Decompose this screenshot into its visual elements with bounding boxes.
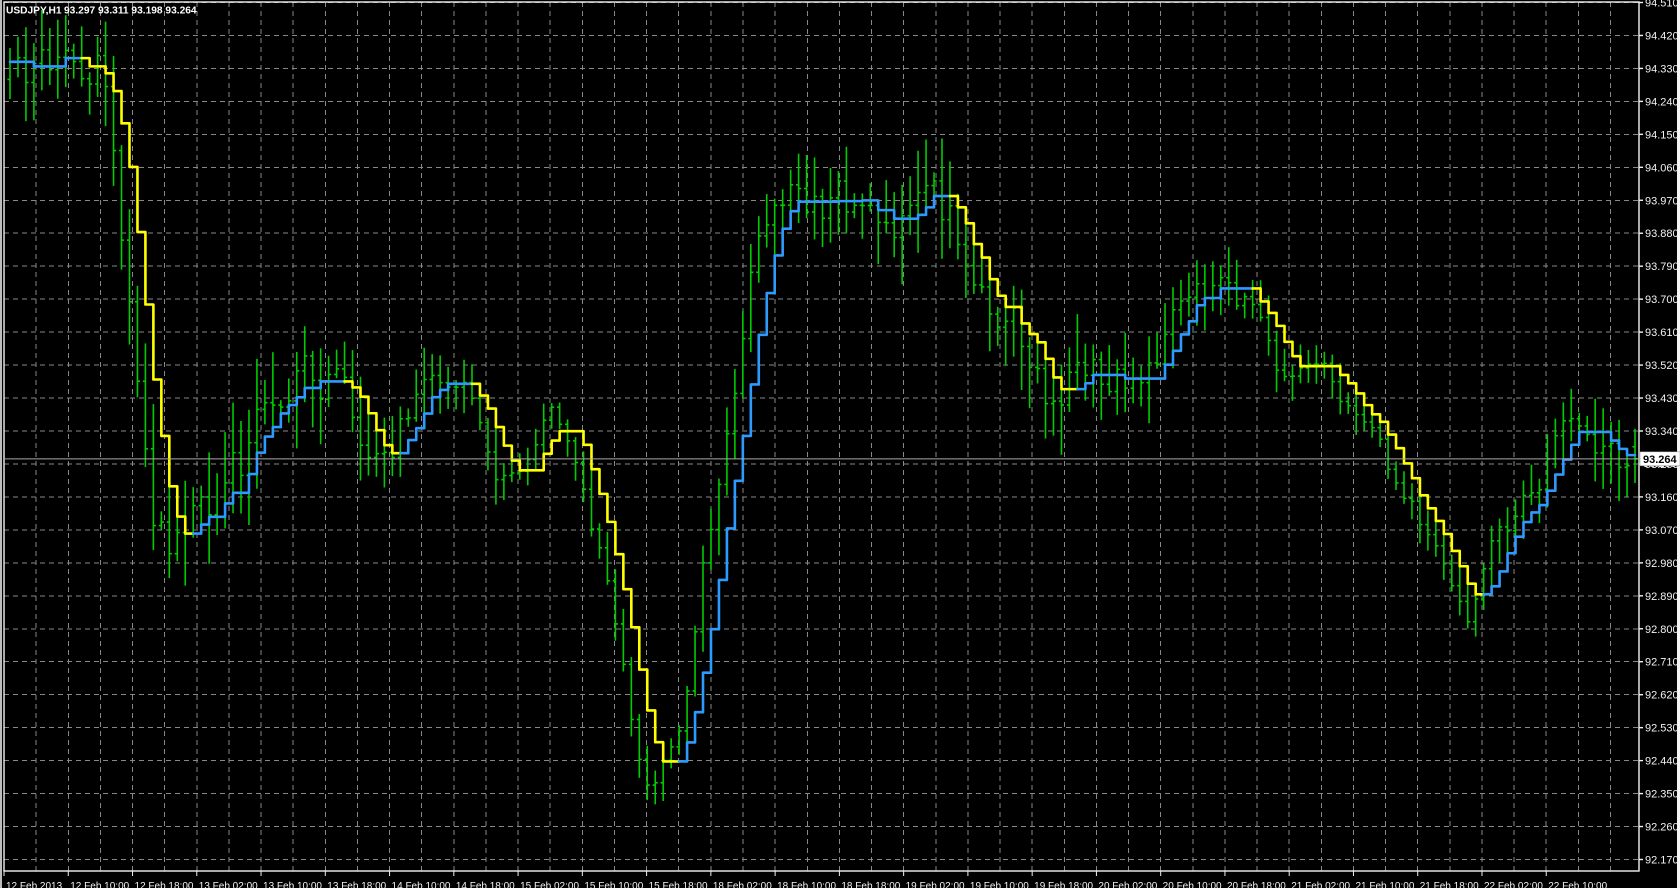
svg-text:92.890: 92.890	[1645, 591, 1679, 603]
svg-text:18 Feb 02:00: 18 Feb 02:00	[713, 881, 772, 888]
svg-text:94.510: 94.510	[1645, 0, 1679, 10]
svg-text:13 Feb 10:00: 13 Feb 10:00	[263, 881, 322, 888]
svg-text:92.260: 92.260	[1645, 822, 1679, 834]
svg-text:15 Feb 10:00: 15 Feb 10:00	[584, 881, 643, 888]
svg-text:92.350: 92.350	[1645, 789, 1679, 801]
svg-text:94.330: 94.330	[1645, 63, 1679, 75]
svg-text:20 Feb 02:00: 20 Feb 02:00	[1098, 881, 1157, 888]
svg-text:21 Feb 02:00: 21 Feb 02:00	[1291, 881, 1350, 888]
svg-text:93.520: 93.520	[1645, 360, 1679, 372]
svg-text:21 Feb 18:00: 21 Feb 18:00	[1420, 881, 1479, 888]
svg-text:13 Feb 02:00: 13 Feb 02:00	[199, 881, 258, 888]
svg-text:14 Feb 10:00: 14 Feb 10:00	[392, 881, 451, 888]
svg-text:21 Feb 10:00: 21 Feb 10:00	[1355, 881, 1414, 888]
svg-text:94.420: 94.420	[1645, 30, 1679, 42]
svg-text:92.170: 92.170	[1645, 855, 1679, 867]
svg-text:19 Feb 18:00: 19 Feb 18:00	[1034, 881, 1093, 888]
svg-text:15 Feb 18:00: 15 Feb 18:00	[649, 881, 708, 888]
svg-text:14 Feb 18:00: 14 Feb 18:00	[456, 881, 515, 888]
svg-text:94.240: 94.240	[1645, 96, 1679, 108]
svg-text:20 Feb 10:00: 20 Feb 10:00	[1163, 881, 1222, 888]
svg-text:92.620: 92.620	[1645, 690, 1679, 702]
svg-text:USDJPY,H1: USDJPY,H1	[6, 6, 62, 17]
svg-text:93.610: 93.610	[1645, 327, 1679, 339]
svg-text:94.150: 94.150	[1645, 129, 1679, 141]
svg-text:92.980: 92.980	[1645, 558, 1679, 570]
svg-text:20 Feb 18:00: 20 Feb 18:00	[1227, 881, 1286, 888]
svg-text:93.264: 93.264	[1643, 454, 1678, 466]
svg-text:15 Feb 02:00: 15 Feb 02:00	[520, 881, 579, 888]
svg-text:93.880: 93.880	[1645, 228, 1679, 240]
svg-text:18 Feb 10:00: 18 Feb 10:00	[777, 881, 836, 888]
svg-text:92.440: 92.440	[1645, 756, 1679, 768]
svg-text:92.530: 92.530	[1645, 723, 1679, 735]
svg-text:13 Feb 18:00: 13 Feb 18:00	[327, 881, 386, 888]
svg-text:18 Feb 18:00: 18 Feb 18:00	[841, 881, 900, 888]
svg-text:12 Feb 18:00: 12 Feb 18:00	[135, 881, 194, 888]
svg-text:22 Feb 02:00: 22 Feb 02:00	[1484, 881, 1543, 888]
svg-text:93.790: 93.790	[1645, 261, 1679, 273]
svg-text:22 Feb 10:00: 22 Feb 10:00	[1548, 881, 1607, 888]
svg-text:19 Feb 02:00: 19 Feb 02:00	[906, 881, 965, 888]
svg-text:19 Feb 10:00: 19 Feb 10:00	[970, 881, 1029, 888]
svg-text:93.700: 93.700	[1645, 294, 1679, 306]
svg-text:12 Feb 10:00: 12 Feb 10:00	[70, 881, 129, 888]
svg-text:93.430: 93.430	[1645, 393, 1679, 405]
svg-text:92.710: 92.710	[1645, 657, 1679, 669]
svg-text:93.340: 93.340	[1645, 426, 1679, 438]
svg-text:93.970: 93.970	[1645, 195, 1679, 207]
svg-text:93.160: 93.160	[1645, 492, 1679, 504]
svg-text:93.070: 93.070	[1645, 525, 1679, 537]
svg-text:12 Feb 2013: 12 Feb 2013	[6, 881, 63, 888]
svg-text:93.297 93.311 93.198 93.264: 93.297 93.311 93.198 93.264	[64, 6, 197, 17]
svg-text:94.060: 94.060	[1645, 162, 1679, 174]
svg-text:92.800: 92.800	[1645, 624, 1679, 636]
